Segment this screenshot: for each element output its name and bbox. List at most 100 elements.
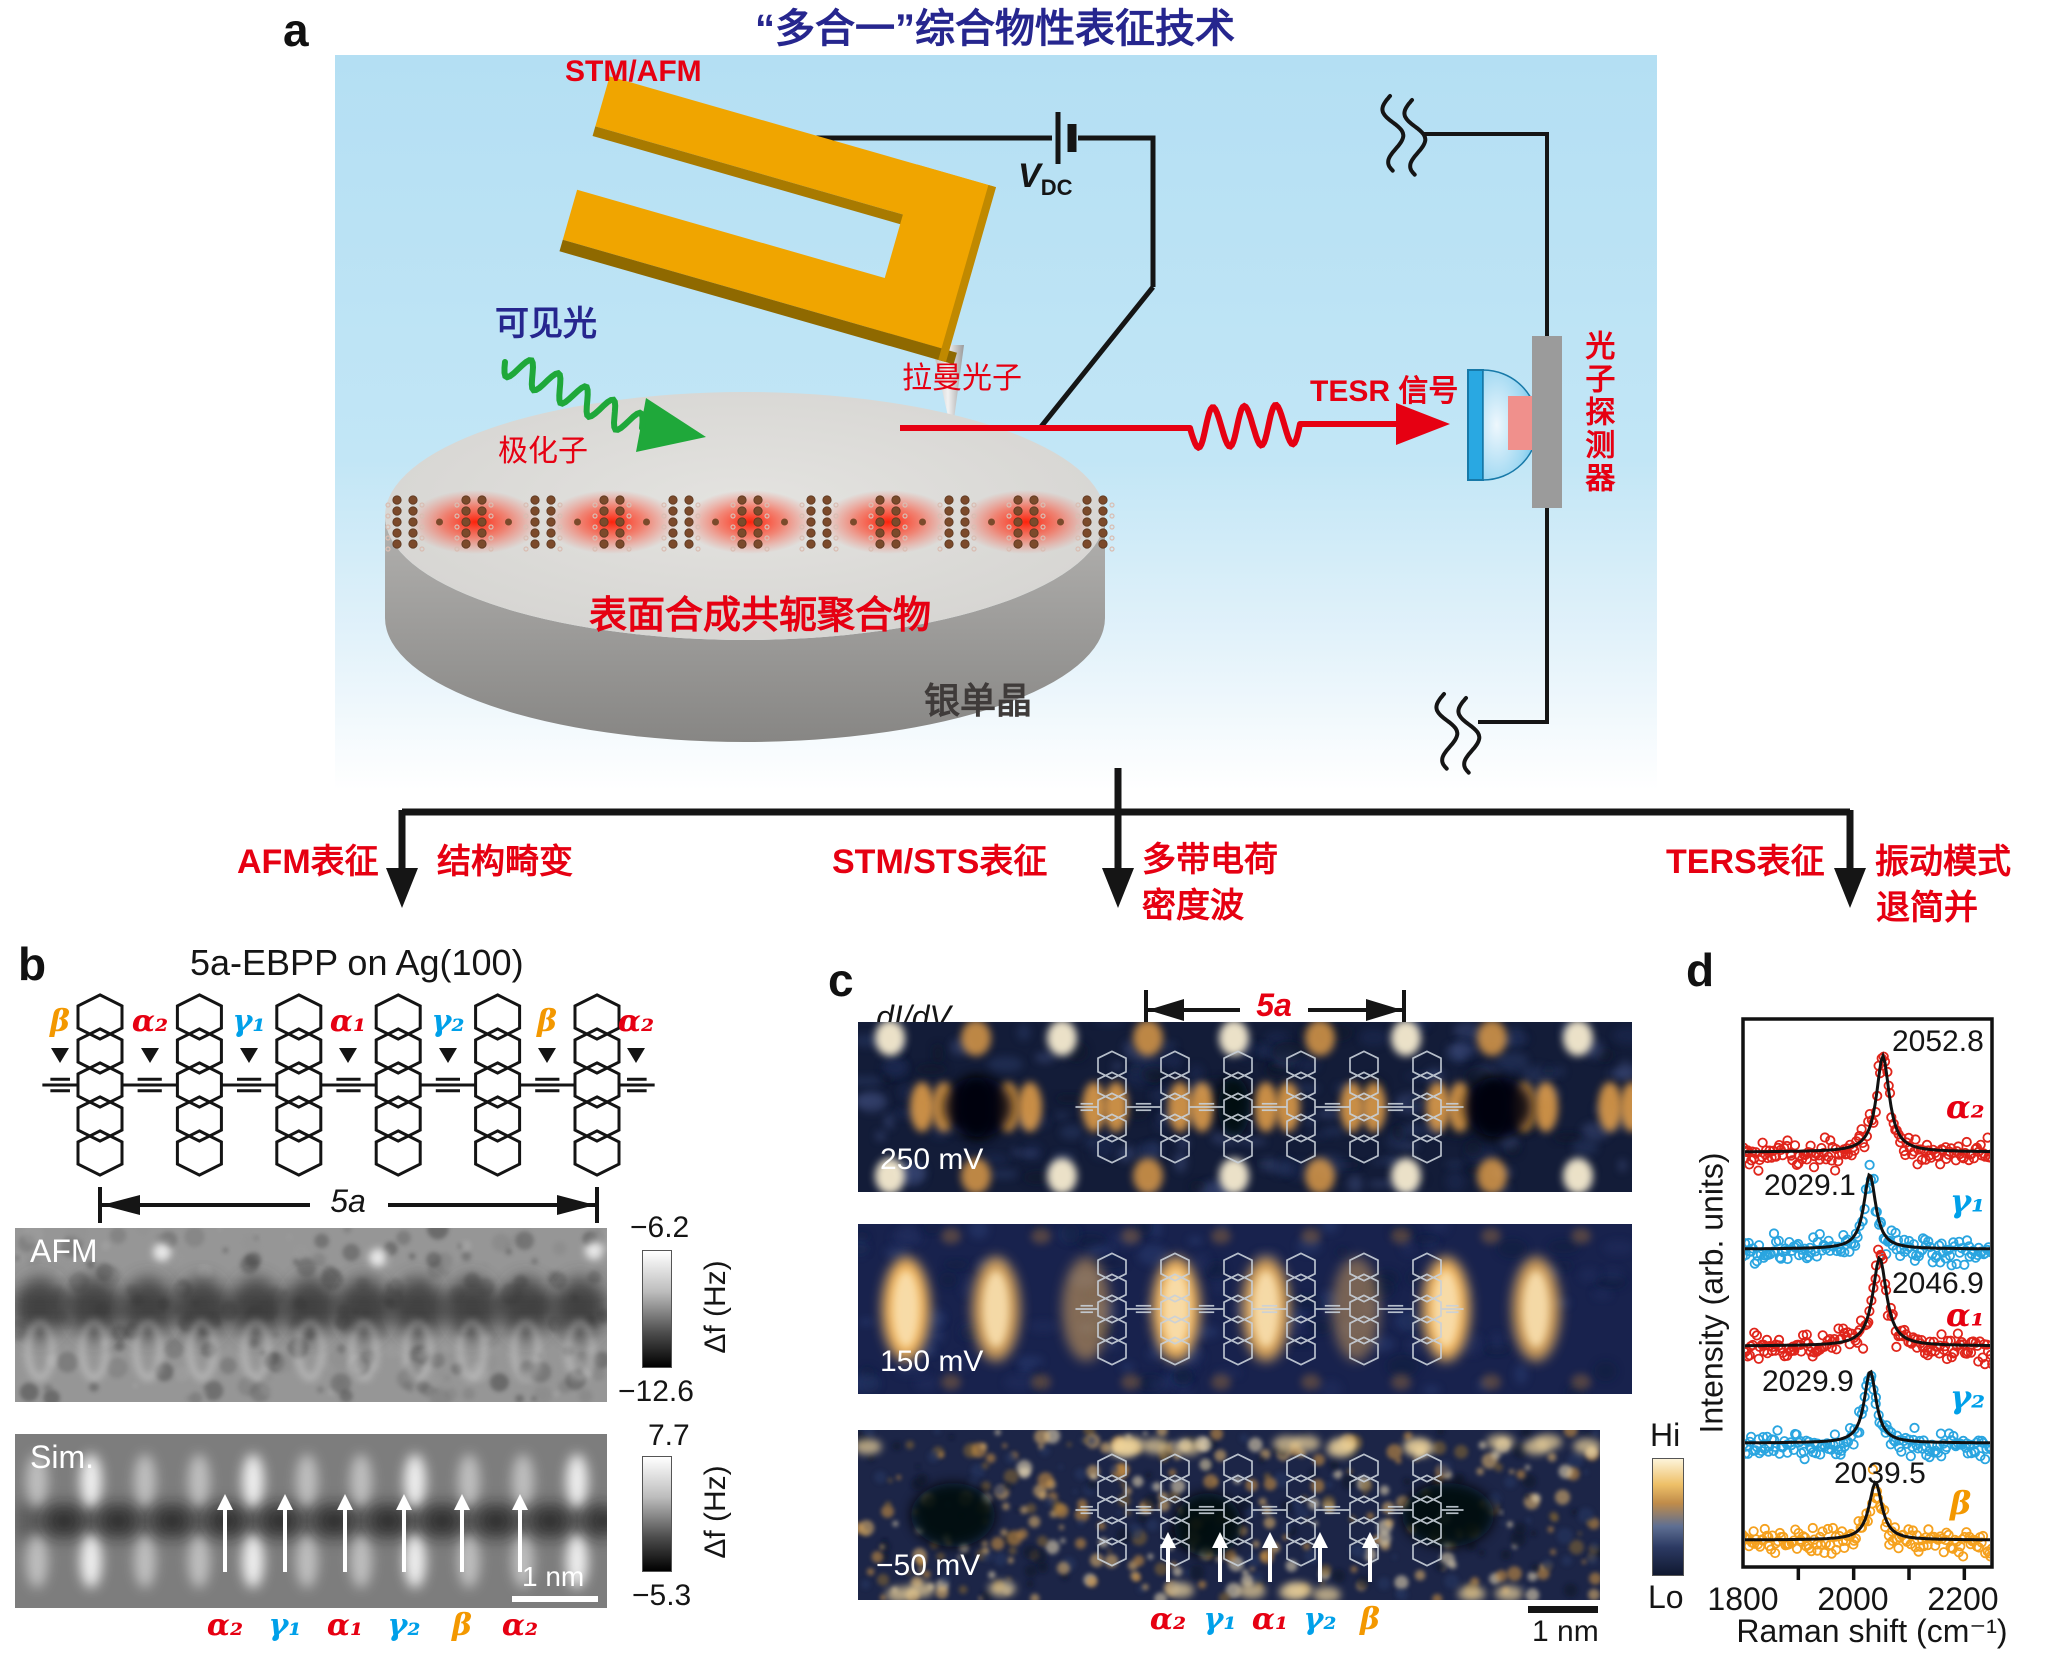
panel-b-letter: b [18, 938, 47, 990]
sim-cbar-max: 7.7 [648, 1419, 690, 1452]
sim-mode-label: α₂ [501, 1608, 539, 1643]
peak-value: 2046.9 [1892, 1267, 1984, 1300]
raman-signal-arrow-icon [900, 401, 1450, 452]
polymer-chain-molecules [385, 495, 1115, 552]
flow-ters-method: TERS表征 [1666, 843, 1825, 881]
cbar-hi-label: Hi [1650, 1417, 1681, 1453]
trace-label: α₂ [1946, 1088, 1985, 1126]
site-label: γ₁ [232, 1004, 266, 1039]
substrate-label: 银单晶 [923, 680, 1033, 721]
detector-wire-top [1424, 132, 1549, 336]
peak-value: 2029.9 [1762, 1365, 1854, 1398]
polaron-label: 极化子 [498, 435, 588, 468]
site-label: γ₂ [431, 1004, 465, 1039]
detector-active-area [1508, 396, 1534, 450]
site-label: α₂ [617, 1004, 655, 1039]
peak-value: 2039.5 [1834, 1457, 1926, 1490]
raman-photon-label: 拉曼光子 [902, 362, 1022, 395]
c-mode-label: γ₂ [1303, 1602, 1337, 1637]
didv-colorbar [1652, 1458, 1684, 1576]
d-xlabel: Raman shift (cm⁻¹) [1736, 1613, 2008, 1649]
flow-sts-result1: 多带电荷 [1142, 841, 1278, 879]
bias-label-2: 150 mV [880, 1345, 984, 1378]
site-label: α₂ [131, 1004, 169, 1039]
site-label: β [537, 1004, 557, 1039]
cbar-lo-label: Lo [1648, 1579, 1684, 1615]
chemical-structure [42, 993, 655, 1223]
stm-afm-label: STM/AFM [565, 55, 702, 88]
wire-break-squiggle-icons [1380, 94, 1482, 775]
panel-b-title: 5a-EBPP on Ag(100) [190, 942, 524, 983]
afm-tag: AFM [30, 1233, 98, 1269]
bias-label-1: 250 mV [880, 1143, 984, 1176]
site-arrow-icon [240, 1048, 258, 1063]
raman-spectra-plot [1741, 1017, 1994, 1580]
bias-label-3: −50 mV [876, 1549, 981, 1582]
sim-mode-label: β [452, 1608, 472, 1643]
panel-c-letter: c [828, 954, 854, 1006]
site-label: α₁ [329, 1004, 367, 1039]
trace-label: γ₂ [1950, 1378, 1986, 1416]
sim-cbar-min: −5.3 [632, 1579, 692, 1612]
flow-afm-method: AFM表征 [237, 843, 379, 881]
flow-connector-lines [398, 768, 1854, 872]
sim-mode-label: α₁ [326, 1608, 364, 1643]
battery-icon [1055, 112, 1077, 164]
visible-light-arrow-icon [501, 357, 706, 452]
panel-a-letter: a [283, 4, 309, 56]
detector-wire-bottom [1478, 508, 1549, 724]
trace-label: γ₁ [1950, 1182, 1986, 1220]
didv-map-neg50mv [858, 1430, 1600, 1600]
sim-tag: Sim. [30, 1439, 94, 1475]
sim-scalebar-label: 1 nm [522, 1561, 585, 1592]
photon-detector-label: 光子探测器 [1580, 330, 1614, 495]
detector-plate [1532, 336, 1562, 508]
flow-sts-method: STM/STS表征 [832, 843, 1048, 881]
c-scalebar [1528, 1606, 1598, 1613]
site-arrow-icon [339, 1048, 357, 1063]
flow-afm-result: 结构畸变 [437, 843, 573, 881]
polymer-label: 表面合成共轭聚合物 [588, 595, 932, 637]
c-scalebar-label: 1 nm [1532, 1615, 1599, 1648]
d-xtick: 2200 [1927, 1581, 1999, 1617]
site-arrow-icon [439, 1048, 457, 1063]
figure-title: “多合一”综合物性表征技术 [755, 7, 1235, 51]
site-label: β [50, 1004, 70, 1039]
afm-cbar-unit: Δf (Hz) [698, 1260, 732, 1354]
sim-mode-label: γ₂ [387, 1608, 421, 1643]
sim-afm-image [15, 1434, 607, 1608]
unit-cell-span-label-b: 5a [330, 1183, 366, 1219]
schematic-canvas [335, 55, 1866, 908]
afm-cbar-max: −6.2 [630, 1211, 690, 1244]
polaron-glows [409, 490, 1092, 554]
flow-ters-result2: 退简并 [1876, 889, 1978, 927]
afm-cbar-min: −12.6 [618, 1375, 694, 1408]
d-xtick: 2000 [1817, 1581, 1889, 1617]
site-arrow-icon [627, 1048, 645, 1063]
tesr-signal-label: TESR 信号 [1310, 375, 1459, 408]
sim-cbar-unit: Δf (Hz) [698, 1465, 732, 1559]
site-arrow-icon [141, 1048, 159, 1063]
stm-tip [932, 345, 964, 434]
flow-arrowheads [386, 868, 1866, 908]
flow-ters-result1: 振动模式 [1875, 843, 2011, 881]
peak-value: 2029.1 [1764, 1169, 1856, 1202]
didv-map-150mv [858, 1224, 1632, 1394]
didv-map-250mv [858, 1022, 1632, 1192]
trace-label: β [1950, 1484, 1972, 1522]
panel-d-letter: d [1686, 944, 1715, 996]
trace-label: α₁ [1946, 1296, 1985, 1334]
c-mode-label: β [1360, 1602, 1380, 1637]
c-mode-label: α₂ [1149, 1602, 1187, 1637]
afm-colorbar [642, 1250, 672, 1368]
sim-mode-label: α₂ [206, 1608, 244, 1643]
d-xtick: 1800 [1707, 1581, 1779, 1617]
site-arrow-icon [51, 1048, 69, 1063]
site-arrow-icon [538, 1048, 556, 1063]
c-mode-label: γ₁ [1203, 1602, 1237, 1637]
vdc-label: VDC [1018, 158, 1072, 200]
vdc-symbol: V [1018, 157, 1041, 195]
sim-scalebar [512, 1596, 598, 1602]
flow-sts-result2: 密度波 [1142, 887, 1244, 925]
